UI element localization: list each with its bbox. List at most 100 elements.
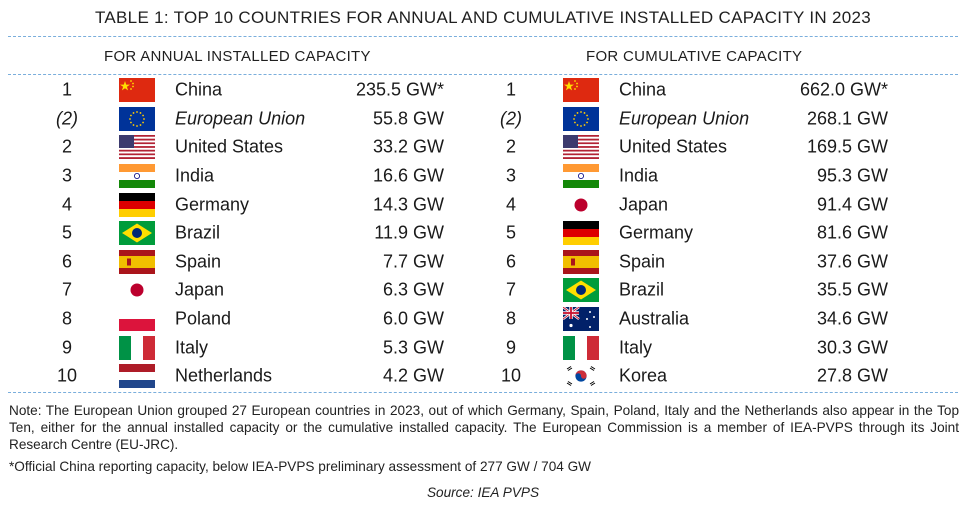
rank-cell: 10 <box>500 365 522 386</box>
header-divider <box>8 74 958 75</box>
rank-cell: 10 <box>56 365 78 386</box>
country-cell: China <box>175 79 223 100</box>
rank-cell: 9 <box>61 337 72 358</box>
capacity-cell: 55.8 GW <box>372 108 444 129</box>
country-cell: Brazil <box>619 279 665 300</box>
annual-heading: FOR ANNUAL INSTALLED CAPACITY <box>104 48 371 65</box>
rank-cell: 8 <box>505 308 516 329</box>
netherlands-flag-icon <box>119 364 155 389</box>
country-cell: Australia <box>619 308 690 329</box>
rank-cell: 4 <box>505 194 516 215</box>
country-cell: India <box>175 165 215 186</box>
capacity-cell: 81.6 GW <box>816 222 888 243</box>
table-row: 4 Germany 14.3 GW <box>22 190 494 219</box>
korea-flag-icon <box>563 364 599 389</box>
capacity-cell: 91.4 GW <box>816 194 888 215</box>
country-cell: Italy <box>175 337 209 358</box>
table-row: 5 Brazil 11.9 GW <box>22 219 494 248</box>
table-row: 2 United States 33.2 GW <box>22 133 494 162</box>
country-cell: India <box>619 165 659 186</box>
rank-cell: 3 <box>61 165 72 186</box>
italy-flag-icon <box>563 335 599 360</box>
brazil-flag-icon <box>119 221 155 246</box>
capacity-cell: 235.5 GW* <box>355 79 444 100</box>
country-cell: China <box>619 79 667 100</box>
capacity-cell: 4.2 GW <box>382 365 444 386</box>
us-flag-icon <box>119 135 155 160</box>
capacity-cell: 30.3 GW <box>816 337 888 358</box>
table-title: TABLE 1: TOP 10 COUNTRIES FOR ANNUAL AND… <box>94 8 872 27</box>
rank-cell: 1 <box>61 79 72 100</box>
rank-cell: 4 <box>61 194 72 215</box>
capacity-cell: 37.6 GW <box>816 251 888 272</box>
india-flag-icon <box>563 164 599 189</box>
rank-cell: 6 <box>505 251 516 272</box>
country-cell: Japan <box>175 279 225 300</box>
table-row: (2) European Union 55.8 GW <box>22 105 494 134</box>
rank-cell: 5 <box>61 222 72 243</box>
table-row: 1 China 662.0 GW* <box>466 76 938 105</box>
country-cell: European Union <box>175 108 306 129</box>
table-row: 1 China 235.5 GW* <box>22 76 494 105</box>
rank-cell: 9 <box>505 337 516 358</box>
rank-cell: 2 <box>61 136 72 157</box>
capacity-cell: 16.6 GW <box>372 165 444 186</box>
table-bottom-divider <box>8 392 958 393</box>
germany-flag-icon <box>119 192 155 217</box>
spain-flag-icon <box>119 249 155 274</box>
japan-flag-icon <box>563 192 599 217</box>
india-flag-icon <box>119 164 155 189</box>
table-row: 3 India 16.6 GW <box>22 162 494 191</box>
spain-flag-icon <box>563 249 599 274</box>
us-flag-icon <box>563 135 599 160</box>
country-cell: Japan <box>619 194 669 215</box>
table-row: 9 Italy 5.3 GW <box>22 333 494 362</box>
country-cell: Germany <box>619 222 694 243</box>
rank-cell: 1 <box>505 79 516 100</box>
germany-flag-icon <box>563 221 599 246</box>
capacity-cell: 169.5 GW <box>806 136 888 157</box>
rank-cell: 3 <box>505 165 516 186</box>
capacity-cell: 33.2 GW <box>372 136 444 157</box>
australia-flag-icon <box>563 307 599 332</box>
table-row: 2 United States 169.5 GW <box>466 133 938 162</box>
capacity-cell: 14.3 GW <box>372 194 444 215</box>
country-cell: Italy <box>619 337 653 358</box>
capacity-cell: 95.3 GW <box>816 165 888 186</box>
country-cell: Korea <box>619 365 668 386</box>
capacity-cell: 35.5 GW <box>816 279 888 300</box>
table-row: 5 Germany 81.6 GW <box>466 219 938 248</box>
capacity-cell: 34.6 GW <box>816 308 888 329</box>
table-row: 3 India 95.3 GW <box>466 162 938 191</box>
country-cell: United States <box>175 136 284 157</box>
table-row: 4 Japan 91.4 GW <box>466 190 938 219</box>
china-footnote: *Official China reporting capacity, belo… <box>9 459 592 474</box>
capacity-cell: 27.8 GW <box>816 365 888 386</box>
country-cell: Germany <box>175 194 250 215</box>
capacity-cell: 5.3 GW <box>382 337 444 358</box>
annual-capacity-table: 1 China 235.5 GW* (2) European Union 55.8 GW 2… <box>22 76 494 391</box>
cumulative-heading: FOR CUMULATIVE CAPACITY <box>586 48 803 65</box>
table-row: 7 Japan 6.3 GW <box>22 276 494 305</box>
table-row: 9 Italy 30.3 GW <box>466 333 938 362</box>
table-row: 10 Korea 27.8 GW <box>466 362 938 391</box>
rank-cell: 6 <box>61 251 72 272</box>
source-line: Source: IEA PVPS <box>426 485 540 500</box>
rank-cell: 8 <box>61 308 72 329</box>
title-divider <box>8 36 958 37</box>
country-cell: European Union <box>619 108 750 129</box>
table-row: 10 Netherlands 4.2 GW <box>22 362 494 391</box>
country-cell: Poland <box>175 308 232 329</box>
brazil-flag-icon <box>563 278 599 303</box>
china-flag-icon <box>563 78 599 103</box>
rank-cell: 7 <box>61 279 72 300</box>
capacity-cell: 268.1 GW <box>806 108 888 129</box>
country-cell: Spain <box>619 251 666 272</box>
japan-flag-icon <box>119 278 155 303</box>
table-note: Note: The European Union grouped 27 Euro… <box>9 403 959 453</box>
eu-flag-icon <box>119 106 155 131</box>
table-row: 8 Australia 34.6 GW <box>466 305 938 334</box>
table-row: 7 Brazil 35.5 GW <box>466 276 938 305</box>
eu-flag-icon <box>563 106 599 131</box>
rank-cell: (2) <box>500 108 522 129</box>
